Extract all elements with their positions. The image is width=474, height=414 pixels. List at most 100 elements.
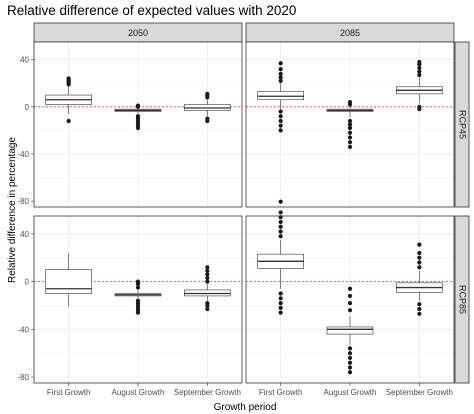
outlier-point bbox=[205, 118, 210, 124]
outlier-point bbox=[66, 76, 71, 81]
outlier-point bbox=[417, 260, 422, 265]
outlier-point bbox=[417, 302, 422, 307]
box-iqr bbox=[326, 326, 374, 335]
y-tick-label: 0 bbox=[25, 278, 30, 287]
outlier-point bbox=[278, 210, 283, 215]
outlier-point bbox=[278, 71, 283, 76]
panel-border bbox=[245, 41, 455, 208]
outlier-point bbox=[278, 114, 283, 119]
outlier-point bbox=[417, 306, 422, 312]
outlier-point bbox=[205, 279, 210, 284]
outlier-point bbox=[278, 123, 283, 128]
outlier-point bbox=[347, 122, 353, 127]
panels-layer: 2050 2085 RCP45 RCP85 -80 -40 0 40 -80 -40 0 40 Firs… bbox=[17, 22, 470, 397]
outlier-point bbox=[278, 75, 283, 80]
x-tick-label: September Growth bbox=[174, 388, 241, 397]
outlier-point bbox=[347, 144, 353, 149]
outlier-point bbox=[417, 69, 422, 74]
panel-2085-RCP85 bbox=[245, 199, 455, 384]
outlier-point bbox=[347, 355, 353, 361]
outlier-point bbox=[205, 275, 210, 281]
box-iqr bbox=[45, 269, 92, 294]
panel-2085-RCP45 bbox=[245, 41, 455, 208]
box-first-growth bbox=[45, 252, 92, 307]
column-strip-label: 2050 bbox=[128, 28, 148, 38]
outlier-point bbox=[135, 125, 141, 131]
outlier-point bbox=[417, 72, 422, 78]
panel-border bbox=[33, 41, 243, 208]
outlier-point bbox=[205, 268, 210, 273]
box-august-growth bbox=[114, 279, 162, 315]
y-tick-label: 40 bbox=[20, 230, 29, 239]
outlier-point bbox=[278, 199, 283, 204]
outlier-point bbox=[278, 305, 283, 310]
box-august-growth bbox=[326, 286, 374, 375]
outlier-point bbox=[417, 242, 422, 247]
outlier-point bbox=[417, 107, 422, 112]
row-strip-label: RCP85 bbox=[458, 285, 468, 314]
outlier-point bbox=[278, 300, 283, 306]
box-september-growth bbox=[184, 91, 231, 124]
outlier-point bbox=[135, 279, 141, 284]
outlier-point bbox=[347, 293, 353, 299]
outlier-point bbox=[347, 351, 353, 356]
y-tick-label: -80 bbox=[17, 373, 29, 382]
outlier-point bbox=[417, 255, 422, 260]
outlier-point bbox=[347, 308, 353, 313]
outlier-point bbox=[417, 250, 422, 256]
outlier-point bbox=[347, 370, 353, 375]
outlier-point bbox=[278, 291, 283, 296]
column-strip-label: 2085 bbox=[340, 28, 360, 38]
outlier-point bbox=[278, 224, 283, 229]
outlier-point bbox=[417, 265, 422, 270]
x-tick-label: First Growth bbox=[259, 388, 303, 397]
outlier-point bbox=[278, 118, 283, 124]
outlier-point bbox=[278, 296, 283, 301]
outlier-point bbox=[205, 91, 210, 96]
box-august-growth bbox=[114, 103, 162, 131]
x-tick-label: August Growth bbox=[324, 388, 377, 397]
outlier-point bbox=[278, 61, 283, 66]
outlier-point bbox=[278, 229, 283, 234]
outlier-point bbox=[347, 135, 353, 140]
x-tick-label: First Growth bbox=[47, 388, 91, 397]
outlier-point bbox=[347, 118, 353, 124]
outlier-point bbox=[135, 103, 141, 108]
outlier-point bbox=[66, 118, 71, 124]
outlier-point bbox=[205, 306, 210, 312]
row-strip-RCP85 bbox=[454, 215, 470, 384]
y-tick-label: 0 bbox=[25, 103, 30, 112]
outlier-point bbox=[347, 365, 353, 370]
outlier-point bbox=[347, 300, 353, 306]
row-strip-label: RCP45 bbox=[458, 110, 468, 139]
y-axis-title: Relative difference in percentage bbox=[7, 137, 18, 283]
y-tick-label: -40 bbox=[17, 325, 29, 334]
x-tick-label: September Growth bbox=[386, 388, 453, 397]
outlier-point bbox=[278, 219, 283, 225]
outlier-point bbox=[347, 286, 353, 291]
outlier-point bbox=[347, 360, 353, 365]
y-tick-label: -80 bbox=[17, 197, 29, 206]
box-first-growth bbox=[257, 61, 304, 133]
chart-title: Relative difference of expected values w… bbox=[7, 3, 296, 18]
x-tick-label: August Growth bbox=[112, 388, 165, 397]
outlier-point bbox=[347, 130, 353, 135]
box-first-growth bbox=[257, 199, 304, 315]
box-september-growth bbox=[184, 265, 231, 312]
outlier-point bbox=[278, 310, 283, 315]
outlier-point bbox=[205, 303, 210, 308]
x-axis-title: Growth period bbox=[214, 402, 277, 413]
y-tick-label: 40 bbox=[20, 56, 29, 65]
y-tick-label: -40 bbox=[17, 150, 29, 159]
outlier-point bbox=[278, 234, 283, 239]
outlier-point bbox=[205, 272, 210, 277]
outlier-point bbox=[135, 310, 141, 315]
panel-2050-RCP45 bbox=[33, 41, 243, 208]
box-september-growth bbox=[396, 59, 443, 112]
row-strip-RCP45 bbox=[454, 41, 470, 208]
outlier-point bbox=[417, 311, 422, 316]
outlier-point bbox=[278, 78, 283, 83]
panel-2050-RCP85 bbox=[33, 215, 243, 384]
